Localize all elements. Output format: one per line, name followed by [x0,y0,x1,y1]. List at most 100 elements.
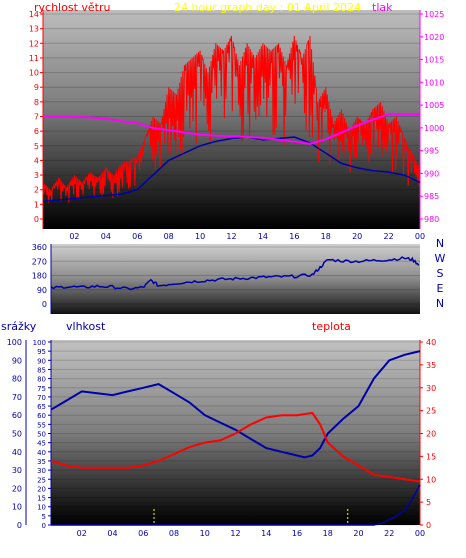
wind-tick-label: 10 [29,69,39,78]
wind-x-tick-label: 20 [352,232,362,241]
pressure-tick-label: 1020 [424,33,444,42]
wind-direction-grid [51,246,420,305]
rain-tick-label: 30 [12,466,22,475]
temperature-tick-label: 5 [426,498,431,507]
wind-direction-axis: 0 90 180 270 360 [32,243,52,314]
compass-label-s: S [437,267,444,280]
humidity-x-tick-label: 04 [107,529,117,538]
humidity-x-tick-label: 08 [169,529,179,538]
wind-series [42,35,421,203]
wind-x-tick-label: 08 [164,232,174,241]
wind-direction-tick-label: 180 [32,272,47,281]
wind-direction-line [50,256,420,291]
wind-tick-label: 14 [29,10,39,19]
wind-direction-plot-background [51,244,420,314]
pressure-label: tlak [372,1,393,14]
humidity-x-tick-label: 12 [230,529,240,538]
rain-tick-label: 0 [17,521,22,530]
humidity-x-tick-label: 18 [323,529,333,538]
pressure-line [43,113,420,145]
temperature-tick-label: 10 [426,475,436,484]
wind-tick-label: 8 [34,98,39,107]
pressure-tick-label: 1010 [424,78,444,87]
pressure-tick-label: 980 [424,215,439,224]
rain-tick-label: 40 [12,448,22,457]
rain-line [51,484,421,526]
humidity-tick-label: 95 [37,348,46,356]
humidity-x-tick-label: 14 [261,529,271,538]
rain-tick-label: 80 [12,375,22,384]
temperature-tick-label: 35 [426,361,436,370]
wind-tick-label: 6 [34,127,39,136]
pressure-tick-label: 985 [424,192,439,201]
humidity-tick-label: 60 [37,412,46,420]
wind-tick-label: 3 [34,171,39,180]
wind-x-tick-label: 16 [289,232,299,241]
humidity-tick-label: 15 [37,495,46,503]
wind-tick-label: 12 [29,39,39,48]
humidity-temperature-grid [51,341,420,526]
humidity-x-tick-label: 20 [353,529,363,538]
temperature-tick-label: 40 [426,338,436,347]
temperature-tick-label: 0 [426,521,431,530]
wind-tick-label: 7 [34,113,39,122]
humidity-tick-label: 0 [42,522,46,530]
humidity-tick-label: 75 [37,385,46,393]
wind-direction-tick-label: 0 [42,300,47,309]
humidity-x-tick-label: 00 [415,529,425,538]
wind-x-tick-label: 02 [69,232,79,241]
wind-gust-line [42,35,420,203]
humidity-x-tick-label: 06 [138,529,148,538]
temperature-label: teplota [312,320,351,333]
wind-tick-label: 5 [34,142,39,151]
compass-label-w: W [435,252,446,265]
humidity-tick-label: 50 [37,431,46,439]
humidity-x-axis: 02 04 06 08 10 12 14 16 18 20 22 00 [77,529,425,538]
rain-tick-label: 20 [12,484,22,493]
humidity-line [50,350,421,459]
rain-tick-label: 50 [12,430,22,439]
humidity-tick-label: 10 [37,504,46,512]
rain-tick-label: 10 [12,503,22,512]
humidity-tick-label: 35 [37,458,46,466]
wind-speed-label: rychlost větru [34,1,110,14]
temperature-tick-label: 25 [426,407,436,416]
humidity-tick-label: 45 [37,440,46,448]
pressure-tick-label: 990 [424,169,439,178]
humidity-label: vlhkost [66,320,106,333]
humidity-tick-label: 5 [42,513,46,521]
wind-x-tick-label: 12 [226,232,236,241]
pressure-tick-label: 1015 [424,56,444,65]
wind-direction-tick-label: 270 [32,257,47,266]
wind-tick-label: 2 [34,186,39,195]
temperature-tick-label: 15 [426,452,436,461]
temperature-tick-label: 20 [426,430,436,439]
wind-tick-label: 1 [34,200,39,209]
humidity-tick-label: 100 [33,339,46,347]
compass-label-e: E [437,282,444,295]
wind-x-tick-label: 06 [132,232,142,241]
humidity-tick-label: 25 [37,476,46,484]
temperature-axis: 0 5 10 15 20 25 30 35 40 [419,338,436,530]
wind-x-tick-label: 22 [383,232,393,241]
compass-label-n: N [436,237,444,250]
compass-label-n: N [436,297,444,310]
humidity-tick-label: 30 [37,467,46,475]
humidity-tick-label: 55 [37,421,46,429]
wind-average-line [42,136,421,203]
pressure-tick-label: 995 [424,147,439,156]
humidity-x-tick-label: 22 [384,529,394,538]
rain-label: srážky [1,320,37,333]
wind-x-tick-label: 14 [258,232,268,241]
humidity-x-tick-label: 16 [292,529,302,538]
pressure-axis: 980 985 990 995 1000 1005 1010 1015 1020 1025 [419,10,444,229]
rain-tick-label: 70 [12,393,22,402]
humidity-temperature-series [50,350,421,526]
wind-tick-label: 9 [34,83,39,92]
wind-x-tick-label: 18 [321,232,331,241]
